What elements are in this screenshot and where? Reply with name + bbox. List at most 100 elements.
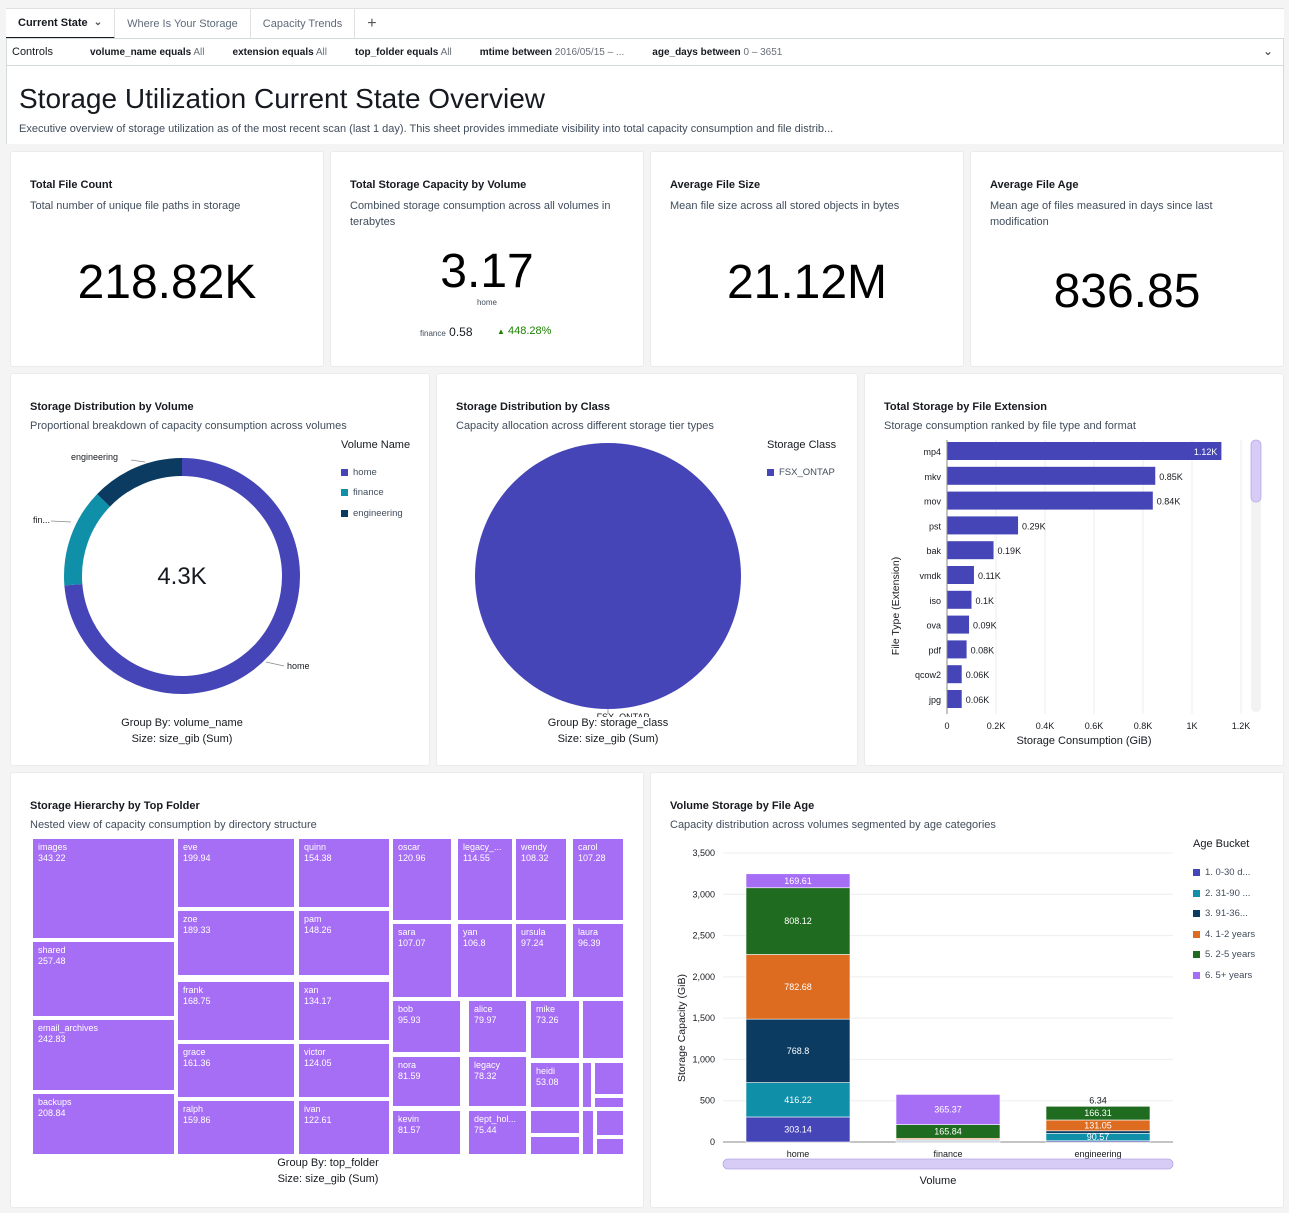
treemap-cell-small[interactable]: [581, 1061, 593, 1109]
kpi-average-file-age[interactable]: Average File Age Mean age of files measu…: [970, 151, 1284, 367]
treemap-cell-eve[interactable]: [176, 837, 296, 909]
treemap-cell-carol[interactable]: [571, 837, 625, 922]
scrollbar-track[interactable]: [1251, 440, 1261, 712]
treemap-cell-nora[interactable]: [391, 1055, 462, 1108]
stacked-bar-card[interactable]: Volume Storage by File Age Capacity dist…: [650, 772, 1284, 1208]
bar-ova[interactable]: [947, 615, 970, 634]
legend-item-engineering[interactable]: engineering: [341, 508, 403, 519]
control-volume-name[interactable]: volume_name equals All: [90, 47, 205, 58]
bar-jpg[interactable]: [947, 690, 962, 708]
legend-item-age-5[interactable]: 5. 2-5 years: [1193, 949, 1255, 960]
treemap-cell-ivan[interactable]: [297, 1099, 391, 1156]
treemap-cell-email_archives[interactable]: [31, 1018, 176, 1092]
treemap-cell-quinn[interactable]: [297, 837, 391, 909]
treemap-cell-ursula[interactable]: [514, 922, 568, 999]
treemap-cell-oscar[interactable]: [391, 837, 453, 922]
treemap-cell-legacy_...[interactable]: [456, 837, 514, 922]
treemap-cell-victor[interactable]: [297, 1042, 391, 1099]
legend-item-fsx-ontap[interactable]: FSX_ONTAP: [767, 467, 835, 478]
stacked-segment-engineering[interactable]: [1045, 1130, 1151, 1134]
treemap-cell-frank[interactable]: [176, 980, 296, 1042]
treemap-cell-pam[interactable]: [297, 909, 391, 977]
scrollbar-thumb[interactable]: [1250, 439, 1262, 503]
legend-label: 2. 31-90 ...: [1205, 887, 1251, 899]
treemap-cell-images[interactable]: [31, 837, 176, 940]
treemap-cell-mike[interactable]: [529, 999, 581, 1060]
bar-bak[interactable]: [947, 541, 994, 560]
pie-slice-fsx-ontap[interactable]: [475, 443, 741, 709]
y-tick-label: 1,000: [692, 1054, 715, 1064]
legend-item-age-2[interactable]: 2. 31-90 ...: [1193, 888, 1250, 899]
kpi-average-file-size[interactable]: Average File Size Mean file size across …: [650, 151, 964, 367]
stacked-segment-home[interactable]: [745, 1116, 851, 1143]
treemap-cell-sara[interactable]: [391, 922, 453, 999]
bar-mkv[interactable]: [947, 466, 1156, 485]
treemap-cell-laura[interactable]: [571, 922, 625, 999]
treemap-cell-small[interactable]: [595, 1109, 625, 1137]
legend-item-age-3[interactable]: 3. 91-36...: [1193, 908, 1248, 919]
legend-item-age-1[interactable]: 1. 0-30 d...: [1193, 867, 1250, 878]
treemap-cell-legacy[interactable]: [467, 1055, 528, 1108]
chevron-down-icon[interactable]: ⌄: [93, 17, 103, 28]
legend-item-age-6[interactable]: 6. 5+ years: [1193, 970, 1252, 981]
treemap-cell-ralph[interactable]: [176, 1099, 296, 1156]
bar-pdf[interactable]: [947, 640, 967, 659]
treemap-cell-yan[interactable]: [456, 922, 514, 999]
treemap-cell-dept_hol...[interactable]: [467, 1109, 528, 1156]
treemap-cell-small[interactable]: [595, 1137, 625, 1156]
add-sheet-icon[interactable]: +: [367, 14, 377, 32]
treemap-cell-zoe[interactable]: [176, 909, 296, 977]
stacked-segment-home[interactable]: [745, 1018, 851, 1083]
control-top-folder[interactable]: top_folder equals All: [355, 47, 452, 58]
treemap-cell-value: 257.48: [38, 956, 66, 966]
stacked-segment-engineering[interactable]: [1045, 1105, 1151, 1107]
pie-chart-card[interactable]: Storage Distribution by Class Capacity a…: [436, 373, 858, 766]
stacked-segment-home[interactable]: [745, 887, 851, 955]
kpi-total-storage-capacity[interactable]: Total Storage Capacity by Volume Combine…: [330, 151, 644, 367]
chevron-down-icon[interactable]: ⌄: [1262, 44, 1273, 58]
bar-iso[interactable]: [947, 590, 972, 609]
kpi-total-file-count[interactable]: Total File Count Total number of unique …: [10, 151, 324, 367]
comparison-label: finance: [420, 329, 446, 338]
bar-mov[interactable]: [947, 491, 1153, 510]
treemap-cell-xan[interactable]: [297, 980, 391, 1042]
treemap-cell-small[interactable]: [529, 1109, 581, 1135]
kpi-comparison: finance 0.58: [420, 325, 473, 339]
stacked-segment-home[interactable]: [745, 873, 851, 889]
legend-item-age-4[interactable]: 4. 1-2 years: [1193, 929, 1255, 940]
legend-item-finance[interactable]: finance: [341, 487, 384, 498]
treemap-cell-wendy[interactable]: [514, 837, 568, 922]
bar-vmdk[interactable]: [947, 566, 974, 584]
tab-capacity-trends[interactable]: Capacity Trends: [251, 8, 356, 39]
tab-current-state[interactable]: Current State ⌄: [6, 8, 116, 39]
treemap-cell-heidi[interactable]: [529, 1061, 581, 1109]
treemap-cell-bob[interactable]: [391, 999, 462, 1054]
treemap-cell-small[interactable]: [593, 1096, 625, 1109]
treemap-cell-alice[interactable]: [467, 999, 528, 1054]
stacked-segment-finance[interactable]: [895, 1094, 1001, 1125]
treemap-cell-small[interactable]: [593, 1061, 625, 1096]
donut-chart-card[interactable]: Storage Distribution by Volume Proportio…: [10, 373, 430, 766]
treemap-card[interactable]: Storage Hierarchy by Top Folder Nested v…: [10, 772, 644, 1208]
donut-slice-engineering[interactable]: [97, 458, 182, 507]
donut-slice-finance[interactable]: [63, 494, 111, 586]
stacked-segment-home[interactable]: [745, 954, 851, 1020]
control-age-days[interactable]: age_days between 0 – 3651: [652, 47, 782, 58]
treemap-cell-shared[interactable]: [31, 940, 176, 1018]
control-mtime[interactable]: mtime between 2016/05/15 – ...: [480, 47, 625, 58]
bar-qcow2[interactable]: [947, 665, 962, 684]
treemap-cell-kevin[interactable]: [391, 1109, 462, 1156]
bar-chart-card[interactable]: Total Storage by File Extension Storage …: [864, 373, 1284, 766]
legend-item-home[interactable]: home: [341, 467, 377, 478]
bar-mp4[interactable]: [947, 442, 1222, 460]
treemap-cell-backups[interactable]: [31, 1092, 176, 1156]
treemap-cell-small[interactable]: [529, 1135, 581, 1156]
treemap-cell-small[interactable]: [581, 1109, 595, 1156]
tab-where-is-your-storage[interactable]: Where Is Your Storage: [115, 8, 251, 39]
control-extension[interactable]: extension equals All: [233, 47, 328, 58]
treemap-cell-grace[interactable]: [176, 1042, 296, 1099]
bar-pst[interactable]: [947, 516, 1019, 535]
horizontal-scrollbar[interactable]: [722, 1158, 1174, 1170]
treemap-cell-small[interactable]: [581, 999, 625, 1060]
stacked-segment-home[interactable]: [745, 1082, 851, 1118]
